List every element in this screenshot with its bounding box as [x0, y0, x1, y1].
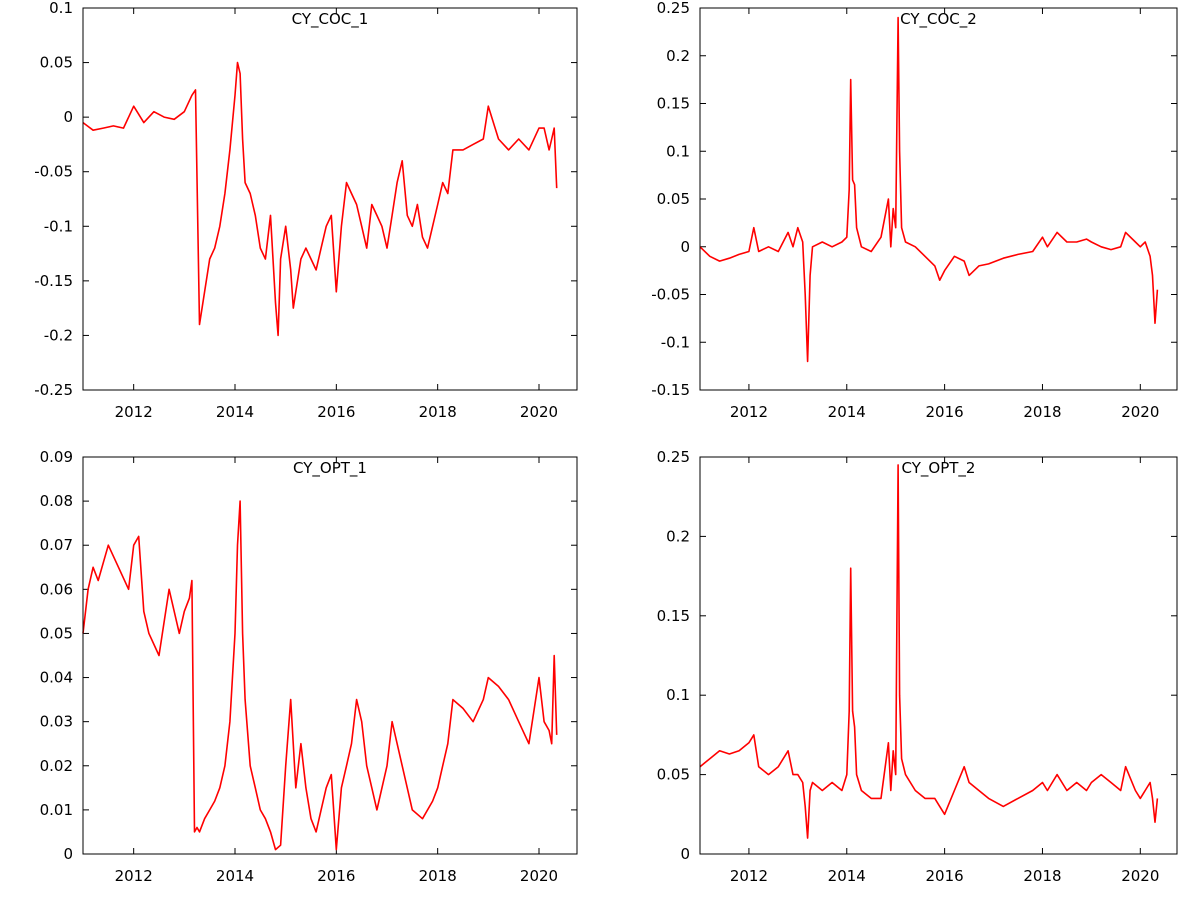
chart-cy-opt-2-ytick-label: 0.2 — [666, 527, 690, 545]
chart-cy-opt-1-ytick-label: 0.01 — [40, 801, 73, 819]
chart-cy-opt-2-ytick-label: 0.15 — [657, 607, 690, 625]
chart-cy-opt-2-xtick-label: 2014 — [828, 867, 866, 885]
chart-cy-coc-1-series-line — [82, 61, 558, 337]
chart-cy-opt-2-xtick-label: 2020 — [1121, 867, 1159, 885]
chart-cy-coc-2-ytick-label: 0 — [680, 238, 690, 256]
chart-cy-coc-2: CY_COC_2 -0.15 -0.1 -0.05 0 0.05 0.1 0.15 0.2 0.2… — [651, 0, 1178, 421]
chart-cy-opt-1-ytick-label: 0.03 — [40, 713, 73, 731]
chart-cy-coc-2-xtick-label: 2018 — [1023, 403, 1061, 421]
chart-cy-coc-1-ytick-label: 0.1 — [49, 0, 73, 17]
chart-cy-opt-2-ytick-label: 0 — [680, 845, 690, 863]
chart-cy-opt-1-plot-frame — [82, 456, 578, 855]
chart-cy-opt-1-ytick-label: 0.04 — [40, 669, 73, 687]
chart-cy-coc-1-xtick-label: 2016 — [317, 403, 355, 421]
chart-panel-cy-opt-1: CY_OPT_1 0 0.01 0.02 0.03 0.04 0.05 0.06 0.07 0.0… — [0, 448, 592, 898]
chart-cy-coc-2-series-line — [699, 16, 1159, 363]
chart-cy-opt-1-xtick-label: 2012 — [115, 867, 153, 885]
chart-cy-coc-1-ytick-label: 0.05 — [40, 54, 73, 72]
chart-cy-coc-2-xtick-label: 2012 — [730, 403, 768, 421]
chart-cy-coc-1-ytick-label: -0.15 — [34, 272, 73, 290]
chart-cy-opt-1-series-line — [82, 500, 558, 851]
chart-cy-coc-2-plot-frame — [699, 7, 1178, 391]
chart-cy-coc-2-title: CY_COC_2 — [900, 10, 977, 29]
chart-cy-coc-2-ytick-label: -0.15 — [651, 381, 690, 399]
chart-cy-opt-2: CY_OPT_2 0 0.05 0.1 0.15 0.2 0.25 2012 2014 2016 2… — [657, 448, 1178, 885]
chart-cy-coc-1-xtick-label: 2018 — [419, 403, 457, 421]
chart-cy-coc-1-ytick-label: 0 — [63, 108, 73, 126]
chart-cy-coc-1-xtick-label: 2012 — [115, 403, 153, 421]
chart-cy-coc-2-ytick-label: 0.1 — [666, 142, 690, 160]
chart-cy-opt-2-ytick-label: 0.05 — [657, 766, 690, 784]
chart-cy-opt-2-ytick-label: 0.25 — [657, 449, 690, 466]
chart-cy-opt-2-xtick-label: 2018 — [1023, 867, 1061, 885]
chart-panel-cy-opt-2: CY_OPT_2 0 0.05 0.1 0.15 0.2 0.25 2012 2014 2016 2… — [592, 448, 1185, 898]
chart-cy-opt-1-ytick-label: 0.07 — [40, 536, 73, 554]
chart-cy-opt-1-ytick-label: 0.02 — [40, 757, 73, 775]
chart-cy-opt-2-xtick-label: 2016 — [926, 867, 964, 885]
chart-cy-coc-2-ytick-label: 0.2 — [666, 47, 690, 65]
chart-cy-opt-1-ytick-label: 0 — [63, 845, 73, 863]
chart-cy-opt-1-xtick-label: 2018 — [419, 867, 457, 885]
chart-cy-opt-2-series-line — [699, 464, 1159, 839]
chart-cy-coc-1-xtick-label: 2014 — [216, 403, 254, 421]
chart-cy-coc-2-ytick-label: 0.15 — [657, 95, 690, 113]
chart-cy-coc-2-ytick-label: 0.05 — [657, 190, 690, 208]
chart-cy-opt-1-title: CY_OPT_1 — [293, 459, 367, 478]
chart-cy-opt-1-xtick-label: 2014 — [216, 867, 254, 885]
chart-cy-coc-1-ytick-label: -0.05 — [34, 163, 73, 181]
chart-cy-opt-1-ytick-label: 0.09 — [40, 449, 73, 466]
chart-panel-cy-coc-2: CY_COC_2 -0.15 -0.1 -0.05 0 0.05 0.1 0.15 0.2 0.2… — [592, 0, 1185, 449]
chart-cy-coc-2-xtick-label: 2016 — [926, 403, 964, 421]
chart-cy-coc-1-ytick-label: -0.1 — [44, 217, 73, 235]
chart-cy-coc-2-ytick-label: -0.1 — [661, 333, 690, 351]
chart-cy-opt-1-ytick-label: 0.06 — [40, 580, 73, 598]
chart-cy-opt-2-xtick-label: 2012 — [730, 867, 768, 885]
chart-cy-coc-1-ytick-label: -0.25 — [34, 381, 73, 399]
chart-cy-opt-1-ytick-label: 0.05 — [40, 624, 73, 642]
chart-cy-opt-2-plot-frame — [699, 456, 1178, 855]
chart-cy-coc-1: CY_COC_1 -0.25 -0.2 -0.15 -0.1 -0.05 0 0.05 0.1 2… — [34, 0, 578, 421]
chart-cy-coc-1-xtick-label: 2020 — [520, 403, 558, 421]
chart-cy-coc-1-plot-frame — [82, 7, 578, 391]
chart-cy-opt-1-xtick-label: 2016 — [317, 867, 355, 885]
chart-cy-coc-1-title: CY_COC_1 — [292, 10, 369, 29]
chart-cy-coc-2-xtick-label: 2014 — [828, 403, 866, 421]
chart-cy-opt-1-xtick-label: 2020 — [520, 867, 558, 885]
chart-cy-coc-1-ytick-label: -0.2 — [44, 326, 73, 344]
chart-cy-opt-1: CY_OPT_1 0 0.01 0.02 0.03 0.04 0.05 0.06 0.07 0.0… — [40, 448, 578, 885]
chart-cy-opt-2-title: CY_OPT_2 — [902, 459, 976, 478]
chart-panel-cy-coc-1: CY_COC_1 -0.25 -0.2 -0.15 -0.1 -0.05 0 0.05 0.1 2… — [0, 0, 592, 449]
chart-cy-opt-2-ytick-label: 0.1 — [666, 686, 690, 704]
chart-cy-coc-2-ytick-label: 0.25 — [657, 0, 690, 17]
chart-cy-coc-2-ytick-label: -0.05 — [651, 286, 690, 304]
chart-cy-opt-1-ytick-label: 0.08 — [40, 492, 73, 510]
chart-cy-coc-2-xtick-label: 2020 — [1121, 403, 1159, 421]
